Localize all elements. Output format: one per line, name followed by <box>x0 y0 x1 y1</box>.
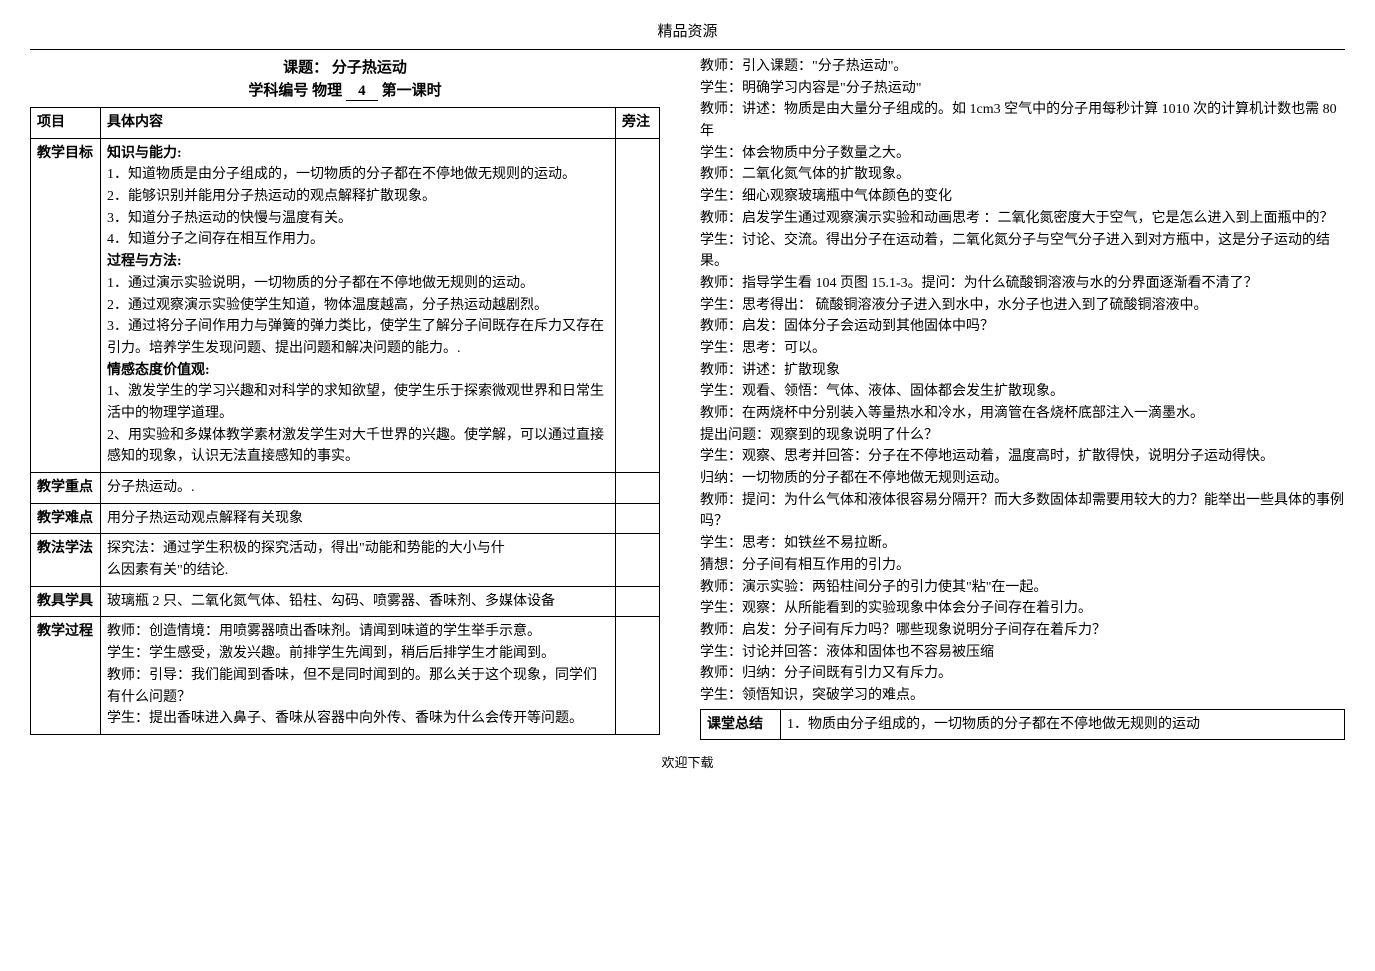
page-header: 精品资源 <box>30 20 1345 41</box>
lesson-subtitle: 学科编号 物理 4 第一课时 <box>30 79 660 107</box>
header-note: 旁注 <box>616 108 660 139</box>
row-note <box>616 138 660 472</box>
subtitle-suffix: 第一课时 <box>378 83 442 99</box>
table-row: 教学难点 用分子热运动观点解释有关现象 <box>31 503 660 534</box>
row-note <box>616 617 660 734</box>
summary-row: 课堂总结 1．物质由分子组成的，一切物质的分子都在不停地做无规则的运动 <box>701 709 1345 740</box>
row-content: 知识与能力:1．知道物质是由分子组成的，一切物质的分子都在不停地做无规则的运动。… <box>101 138 616 472</box>
dialogue-line: 学生：体会物质中分子数量之大。 <box>700 143 1345 165</box>
summary-label: 课堂总结 <box>701 709 781 740</box>
dialogue-line: 学生：观察：从所能看到的实验现象中体会分子间存在着引力。 <box>700 598 1345 620</box>
dialogue-line: 教师：启发：分子间有斥力吗？哪些现象说明分子间存在着斥力？ <box>700 620 1345 642</box>
table-row: 教学目标 知识与能力:1．知道物质是由分子组成的，一切物质的分子都在不停地做无规… <box>31 138 660 472</box>
dialogue-line: 学生：细心观察玻璃瓶中气体颜色的变化 <box>700 186 1345 208</box>
row-content: 用分子热运动观点解释有关现象 <box>101 503 616 534</box>
summary-table: 课堂总结 1．物质由分子组成的，一切物质的分子都在不停地做无规则的运动 <box>700 709 1345 741</box>
row-item: 教具学具 <box>31 586 101 617</box>
header-item: 项目 <box>31 108 101 139</box>
row-note <box>616 503 660 534</box>
right-column: 教师：引入课题："分子热运动"。 学生：明确学习内容是"分子热运动" 教师：讲述… <box>700 50 1345 740</box>
row-note <box>616 534 660 586</box>
row-content: 探究法：通过学生积极的探究活动，得出"动能和势能的大小与什么因素有关"的结论. <box>101 534 616 586</box>
table-row: 教法学法 探究法：通过学生积极的探究活动，得出"动能和势能的大小与什么因素有关"… <box>31 534 660 586</box>
dialogue-line: 猜想：分子间有相互作用的引力。 <box>700 555 1345 577</box>
header-content: 具体内容 <box>101 108 616 139</box>
table-row: 教学过程 教师：创造情境：用喷雾器喷出香味剂。请闻到味道的学生举手示意。学生：学… <box>31 617 660 734</box>
dialogue-line: 教师：讲述：物质是由大量分子组成的。如 1cm3 空气中的分子用每秒计算 101… <box>700 99 1345 142</box>
lesson-title: 课题： 分子热运动 <box>30 50 660 79</box>
dialogue-line: 教师：演示实验：两铅柱间分子的引力使其"粘"在一起。 <box>700 577 1345 599</box>
table-row: 教具学具 玻璃瓶 2 只、二氧化氮气体、铅柱、勾码、喷雾器、香味剂、多媒体设备 <box>31 586 660 617</box>
row-note <box>616 586 660 617</box>
row-item: 教学过程 <box>31 617 101 734</box>
row-note <box>616 473 660 504</box>
subtitle-prefix: 学科编号 物理 <box>248 83 346 99</box>
row-item: 教学难点 <box>31 503 101 534</box>
two-column-layout: 课题： 分子热运动 学科编号 物理 4 第一课时 项目 具体内容 旁注 教学目标… <box>30 49 1345 740</box>
dialogue-line: 教师：讲述：扩散现象 <box>700 360 1345 382</box>
dialogue-line: 学生：明确学习内容是"分子热运动" <box>700 78 1345 100</box>
left-column: 课题： 分子热运动 学科编号 物理 4 第一课时 项目 具体内容 旁注 教学目标… <box>30 50 660 740</box>
table-row: 教学重点 分子热运动。. <box>31 473 660 504</box>
dialogue-line: 教师：启发：固体分子会运动到其他固体中吗？ <box>700 316 1345 338</box>
dialogue-line: 学生：讨论、交流。得出分子在运动着，二氧化氮分子与空气分子进入到对方瓶中，这是分… <box>700 230 1345 273</box>
dialogue-line: 教师：指导学生看 104 页图 15.1-3。提问：为什么硫酸铜溶液与水的分界面… <box>700 273 1345 295</box>
dialogue-line: 教师：引入课题："分子热运动"。 <box>700 56 1345 78</box>
dialogue-line: 学生：思考：如铁丝不易拉断。 <box>700 533 1345 555</box>
row-item: 教法学法 <box>31 534 101 586</box>
page-footer: 欢迎下载 <box>30 752 1345 771</box>
lesson-table: 项目 具体内容 旁注 教学目标 知识与能力:1．知道物质是由分子组成的，一切物质… <box>30 107 660 735</box>
dialogue-line: 学生：思考：可以。 <box>700 338 1345 360</box>
dialogue-line: 教师：归纳：分子间既有引力又有斥力。 <box>700 663 1345 685</box>
row-item: 教学重点 <box>31 473 101 504</box>
dialogue-line: 学生：观看、领悟：气体、液体、固体都会发生扩散现象。 <box>700 381 1345 403</box>
dialogue-line: 归纳：一切物质的分子都在不停地做无规则运动。 <box>700 468 1345 490</box>
row-item: 教学目标 <box>31 138 101 472</box>
dialogue-body: 教师：引入课题："分子热运动"。 学生：明确学习内容是"分子热运动" 教师：讲述… <box>700 50 1345 707</box>
dialogue-line: 提出问题：观察到的现象说明了什么？ <box>700 425 1345 447</box>
row-content: 教师：创造情境：用喷雾器喷出香味剂。请闻到味道的学生举手示意。学生：学生感受，激… <box>101 617 616 734</box>
dialogue-line: 学生：领悟知识，突破学习的难点。 <box>700 685 1345 707</box>
dialogue-line: 教师：启发学生通过观察演示实验和动画思考 ：二氧化氮密度大于空气，它是怎么进入到… <box>700 208 1345 230</box>
row-content: 玻璃瓶 2 只、二氧化氮气体、铅柱、勾码、喷雾器、香味剂、多媒体设备 <box>101 586 616 617</box>
row-content: 分子热运动。. <box>101 473 616 504</box>
dialogue-line: 学生：讨论并回答：液体和固体也不容易被压缩 <box>700 642 1345 664</box>
subject-number: 4 <box>346 83 378 101</box>
dialogue-line: 教师：二氧化氮气体的扩散现象。 <box>700 164 1345 186</box>
table-header-row: 项目 具体内容 旁注 <box>31 108 660 139</box>
summary-content: 1．物质由分子组成的，一切物质的分子都在不停地做无规则的运动 <box>781 709 1345 740</box>
dialogue-line: 教师：在两烧杯中分别装入等量热水和冷水，用滴管在各烧杯底部注入一滴墨水。 <box>700 403 1345 425</box>
dialogue-line: 学生：思考得出： 硫酸铜溶液分子进入到水中，水分子也进入到了硫酸铜溶液中。 <box>700 295 1345 317</box>
dialogue-line: 学生：观察、思考并回答：分子在不停地运动着，温度高时，扩散得快，说明分子运动得快… <box>700 446 1345 468</box>
dialogue-line: 教师：提问：为什么气体和液体很容易分隔开？而大多数固体却需要用较大的力？能举出一… <box>700 490 1345 533</box>
